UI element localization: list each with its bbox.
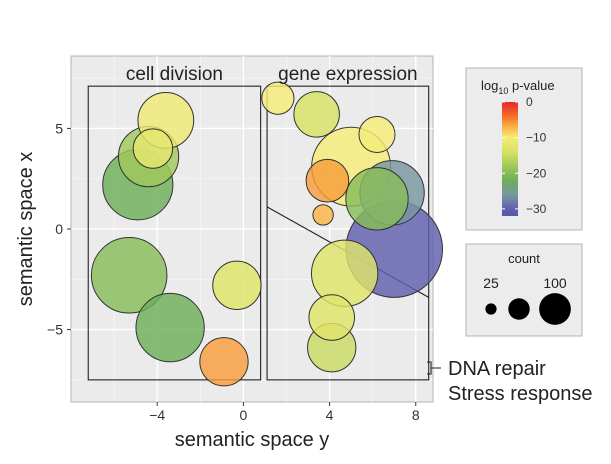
region-label: cell division [126,64,223,85]
size-legend-circle [539,293,571,325]
data-point [293,91,340,138]
data-point [90,237,168,314]
data-point [305,158,350,203]
color-legend-tick-label: −20 [526,166,547,180]
region-label: gene expression [278,64,417,85]
data-point [199,337,249,387]
data-point [345,167,409,231]
x-tick-label: 0 [239,407,247,423]
data-point [132,128,174,169]
color-legend-bar [502,102,518,216]
color-legend-tick-label: −30 [526,202,547,216]
size-legend-circle [508,298,530,320]
annotation-bracket [427,361,441,375]
size-legend-label: 25 [483,275,499,291]
x-tick-label: 8 [412,407,420,423]
data-point [212,260,262,310]
color-legend-title: log10 p-value [481,78,555,96]
data-point [310,239,379,307]
size-legend-title: count [508,251,540,266]
color-legend-box [465,67,583,231]
color-legend-tick-label: 0 [526,95,533,109]
annotation-stress-response: Stress response [448,383,593,405]
data-point [312,204,334,226]
y-axis-label: semantic space x [15,152,37,307]
annotation-dna-repair: DNA repair [448,358,546,380]
data-point [308,294,355,341]
size-legend-circle [485,303,497,315]
data-point [261,81,295,115]
data-point [135,292,205,363]
x-tick-label: −4 [149,407,165,423]
data-point [358,115,396,153]
y-tick-label: 0 [55,221,63,237]
color-legend-tick-label: −10 [526,131,547,145]
region-box-0 [87,85,262,381]
x-axis-label: semantic space y [175,429,330,451]
size-legend-label: 100 [543,275,567,291]
y-tick-label: 5 [55,120,63,136]
x-tick-label: 4 [326,407,334,423]
y-tick-label: −5 [47,322,63,338]
